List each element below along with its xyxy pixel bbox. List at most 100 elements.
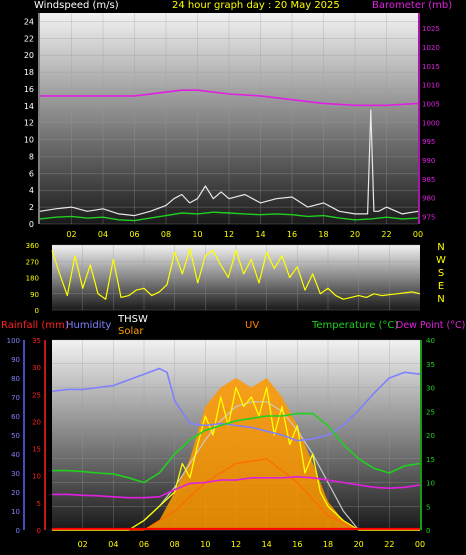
wind-ytick-16: 16 xyxy=(24,85,34,94)
wind-ytick-14: 14 xyxy=(24,102,34,111)
compass-N-4: N xyxy=(437,294,444,305)
temperature-line xyxy=(52,412,421,484)
baro-ytick-980: 980 xyxy=(422,195,435,203)
wind-xtick-20: 20 xyxy=(350,230,360,239)
wind-xtick-12: 12 xyxy=(224,230,234,239)
humidity-ytick-30: 30 xyxy=(11,470,20,478)
uv-label: UV xyxy=(245,320,260,331)
wind-ytick-18: 18 xyxy=(24,68,34,77)
baro-ytick-1025: 1025 xyxy=(422,25,440,33)
temp-xtick-14: 14 xyxy=(262,540,272,549)
wind-xtick-22: 22 xyxy=(381,230,391,239)
compass-N-0: N xyxy=(437,242,444,253)
humidity-ytick-90: 90 xyxy=(11,356,20,364)
compass-W-1: W xyxy=(436,255,446,266)
baro-ytick-1005: 1005 xyxy=(422,100,440,108)
direction-ytick-90: 90 xyxy=(30,291,39,299)
temp-xtick-10: 10 xyxy=(200,540,210,549)
humidity-ytick-20: 20 xyxy=(11,489,20,497)
wind-xtick-02: 02 xyxy=(66,230,76,239)
wind-ytick-0: 0 xyxy=(29,220,34,229)
temp-ytick-25: 25 xyxy=(426,408,435,416)
rain-ytick-30: 30 xyxy=(32,364,41,372)
wind-xtick-06: 06 xyxy=(129,230,139,239)
baro-ytick-1015: 1015 xyxy=(422,63,440,71)
rainfall-label: Rainfall (mm) xyxy=(1,320,69,331)
rain-ytick-25: 25 xyxy=(32,391,41,399)
wind-xtick-00: 00 xyxy=(413,230,423,239)
humidity-label: Humidity xyxy=(66,320,112,331)
rain-ytick-20: 20 xyxy=(32,418,41,426)
wind-ytick-22: 22 xyxy=(24,34,34,43)
baro-ytick-995: 995 xyxy=(422,138,435,146)
rain-ytick-35: 35 xyxy=(32,337,41,345)
wind-ytick-2: 2 xyxy=(29,203,34,212)
temp-xtick-16: 16 xyxy=(292,540,302,549)
humidity-ytick-80: 80 xyxy=(11,375,20,383)
rain-ytick-0: 0 xyxy=(37,527,41,535)
barometer-line xyxy=(40,89,419,107)
temp-xtick-00: 00 xyxy=(415,540,425,549)
baro-ytick-985: 985 xyxy=(422,176,435,184)
humidity-ytick-100: 100 xyxy=(7,337,20,345)
compass-E-3: E xyxy=(438,281,444,292)
wind-direction-line xyxy=(51,248,421,300)
wind-xtick-08: 08 xyxy=(161,230,171,239)
dewpoint-line xyxy=(52,475,421,499)
temp-xtick-08: 08 xyxy=(170,540,180,549)
thsw-line xyxy=(52,386,420,531)
wind-xtick-10: 10 xyxy=(192,230,202,239)
wind-ytick-24: 24 xyxy=(24,17,34,26)
compass-S-2: S xyxy=(438,268,444,279)
baro-ytick-1000: 1000 xyxy=(422,119,440,127)
temp-xtick-22: 22 xyxy=(384,540,394,549)
direction-ytick-0: 0 xyxy=(35,307,39,315)
temp-ytick-35: 35 xyxy=(426,361,435,369)
temp-xtick-12: 12 xyxy=(231,540,241,549)
temp-ytick-40: 40 xyxy=(426,337,435,345)
humidity-ytick-50: 50 xyxy=(11,432,20,440)
direction-ytick-360: 360 xyxy=(26,242,39,250)
baro-ytick-1010: 1010 xyxy=(422,82,440,90)
wind-gust-line xyxy=(39,109,419,217)
rain-ytick-10: 10 xyxy=(32,473,41,481)
solar-area xyxy=(52,378,420,530)
temp-xtick-18: 18 xyxy=(323,540,333,549)
wind-xtick-18: 18 xyxy=(318,230,328,239)
wind-xtick-16: 16 xyxy=(287,230,297,239)
humidity-ytick-10: 10 xyxy=(11,508,20,516)
humidity-ytick-0: 0 xyxy=(16,527,20,535)
temperature-label: Temperature (°C) xyxy=(312,320,399,331)
humidity-ytick-60: 60 xyxy=(11,413,20,421)
wind-ytick-4: 4 xyxy=(29,186,34,195)
wind-average-line xyxy=(39,211,419,222)
rain-ytick-15: 15 xyxy=(32,446,41,454)
wind-ytick-12: 12 xyxy=(24,119,34,128)
direction-ytick-180: 180 xyxy=(26,275,39,283)
thsw-label: THSW xyxy=(118,314,148,325)
temp-xtick-04: 04 xyxy=(108,540,118,549)
temp-xtick-06: 06 xyxy=(139,540,149,549)
graph-title: 24 hour graph day : 20 May 2025 xyxy=(172,0,340,11)
baro-ytick-975: 975 xyxy=(422,213,435,221)
baro-ytick-990: 990 xyxy=(422,157,435,165)
temp-ytick-15: 15 xyxy=(426,456,435,464)
uv-line xyxy=(52,458,420,531)
solar-label: Solar xyxy=(118,326,144,337)
temp-ytick-5: 5 xyxy=(426,503,430,511)
temp-ytick-0: 0 xyxy=(426,527,430,535)
humidity-ytick-40: 40 xyxy=(11,451,20,459)
humidity-line xyxy=(51,367,421,442)
humidity-ytick-70: 70 xyxy=(11,394,20,402)
temp-ytick-30: 30 xyxy=(426,385,435,393)
wind-ytick-10: 10 xyxy=(24,136,34,145)
wind-ytick-8: 8 xyxy=(29,152,34,161)
direction-ytick-270: 270 xyxy=(26,258,39,266)
wind-xtick-04: 04 xyxy=(98,230,108,239)
barometer-axis-label: Barometer (mb) xyxy=(372,0,453,11)
wind-ytick-20: 20 xyxy=(24,51,34,60)
wind-xtick-14: 14 xyxy=(255,230,265,239)
baro-ytick-1020: 1020 xyxy=(422,44,440,52)
